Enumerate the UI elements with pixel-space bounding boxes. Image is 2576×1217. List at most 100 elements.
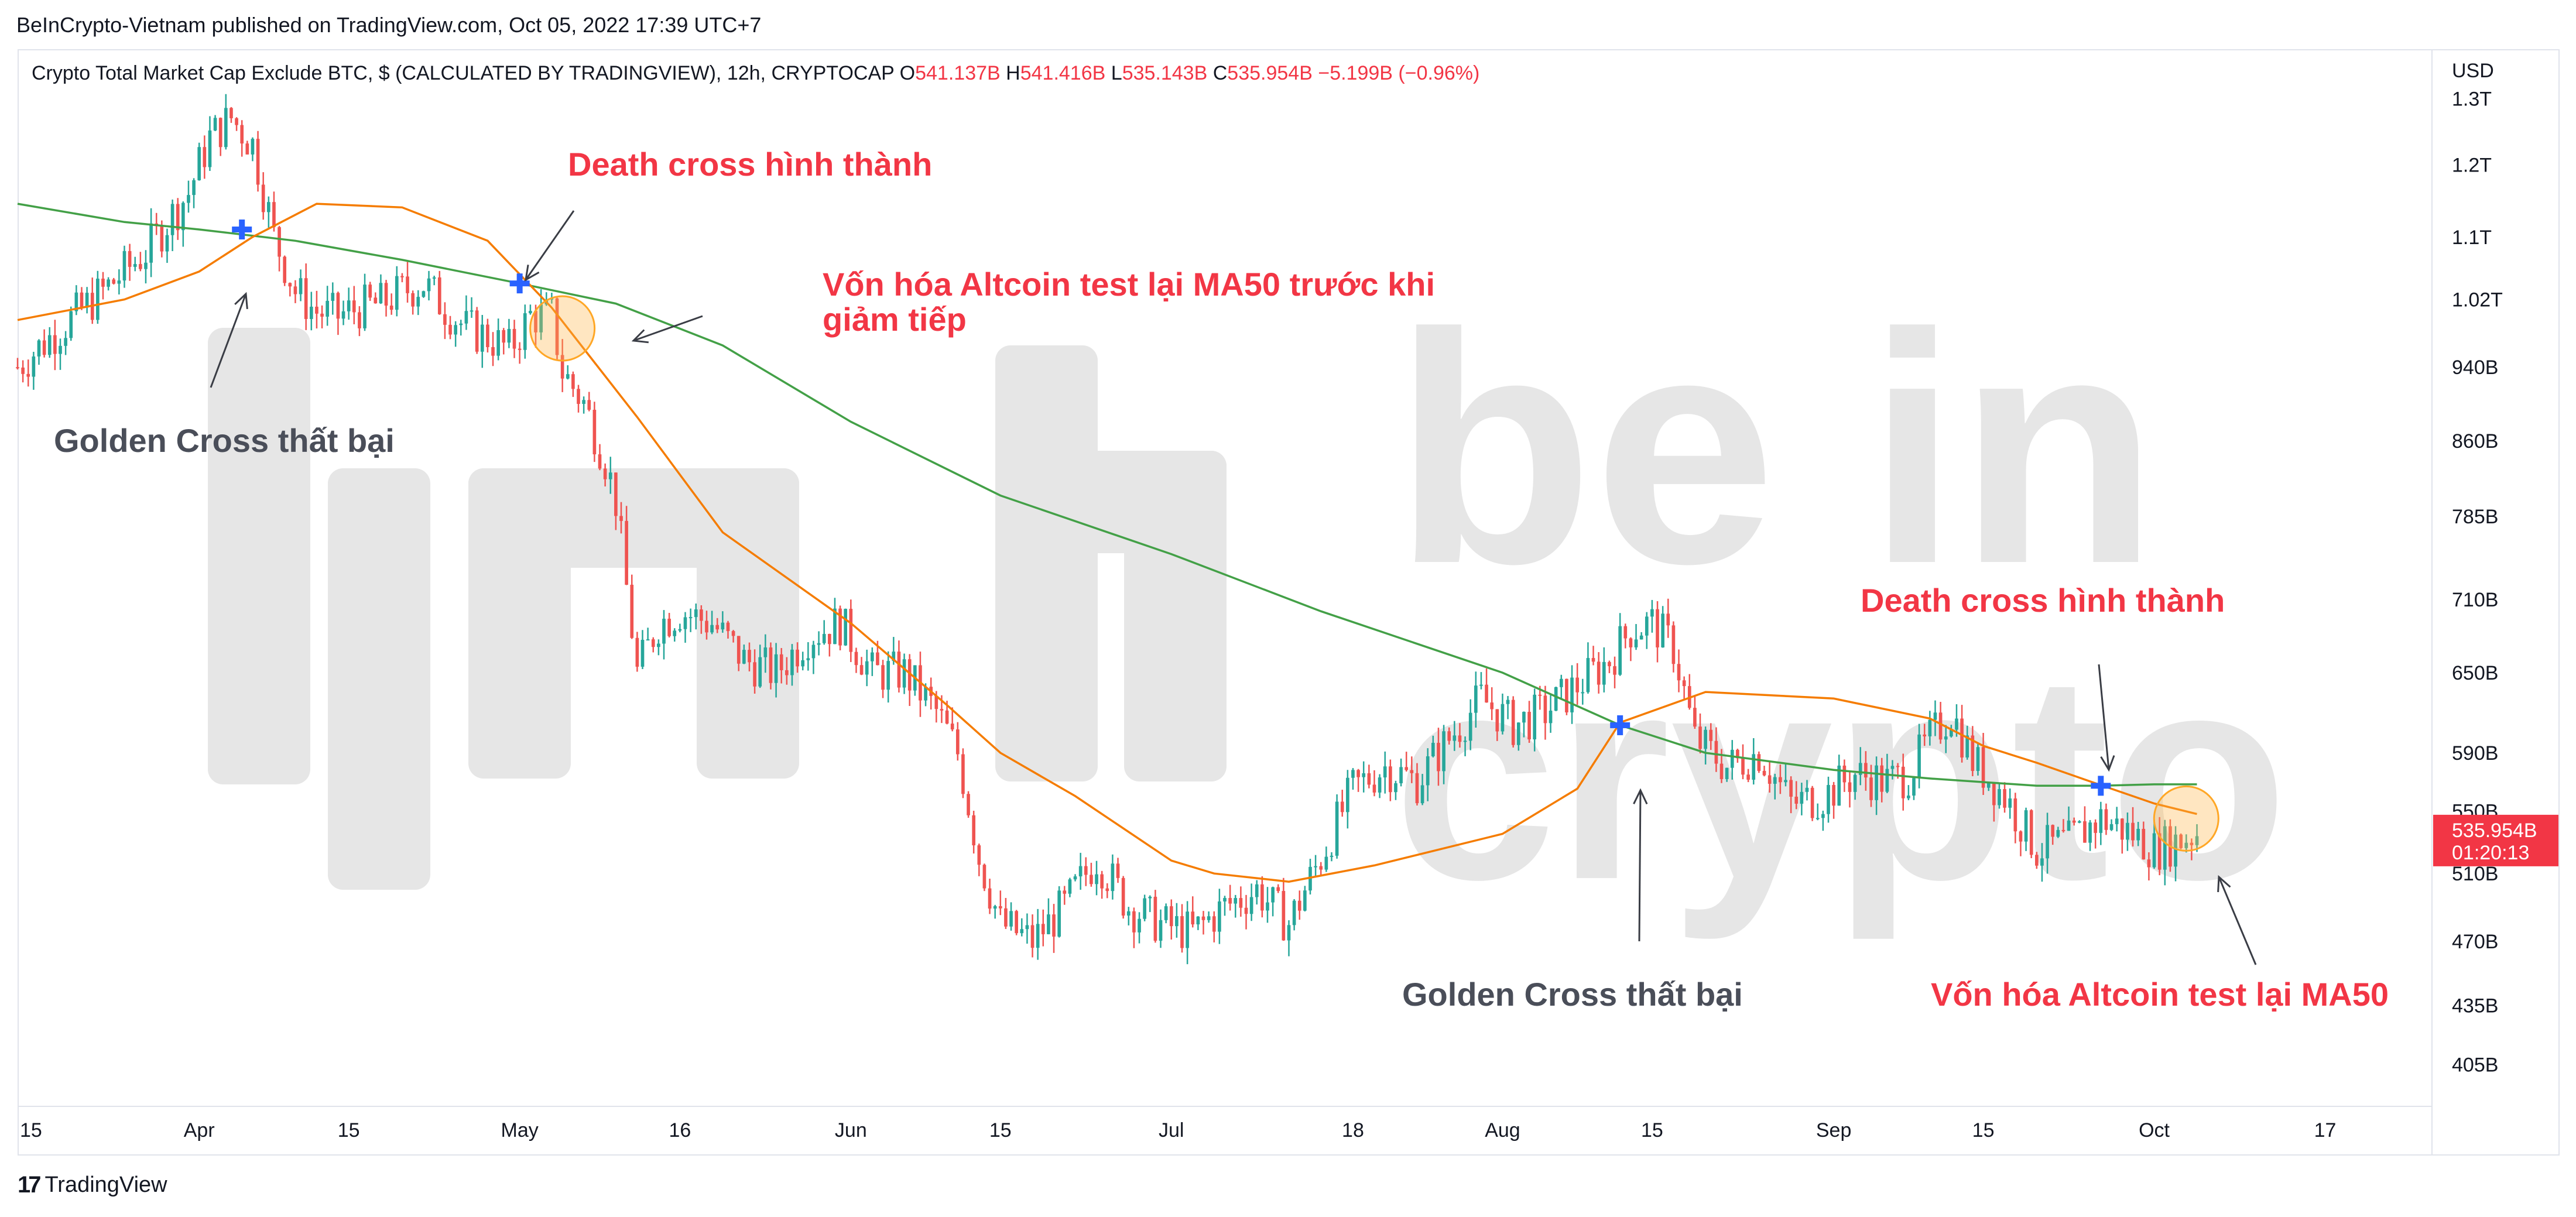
candle [374,292,378,304]
candle [678,623,682,633]
x-tick-label: 15 [20,1119,42,1141]
candle-body [1832,784,1835,806]
candle-body [2115,818,2119,824]
candle-body [1992,783,1996,805]
candle [1164,903,1168,924]
candle-body [1842,765,1847,783]
candle-body [2157,833,2161,870]
candle [133,256,137,272]
candle [422,290,426,298]
candle [849,599,853,663]
candle [1618,613,1622,676]
candle [21,360,25,383]
candle [796,642,799,673]
candle [577,385,580,413]
y-tick-label: 1.2T [2452,155,2492,177]
candle [1559,674,1563,700]
candle-body [1827,784,1830,814]
candle [400,273,404,283]
candle [1453,721,1457,751]
candle [1944,725,1948,753]
candle [1901,753,1905,811]
candle-body [139,264,142,269]
tradingview-logo[interactable]: 17 TradingView [18,1172,167,1198]
candle-body [1458,735,1462,742]
candle [1634,624,1638,650]
candle [907,654,912,706]
candle-body [2061,829,2065,831]
candle [1212,911,1216,942]
candle-body [2088,822,2092,843]
y-tick-label: 405B [2452,1054,2498,1076]
candle [1041,909,1045,947]
x-tick-label: Jun [835,1119,867,1141]
candle-body [1495,709,1499,732]
candle [587,392,591,412]
candle-body [811,645,816,659]
candle-body [1474,685,1478,713]
candle-body [1522,712,1526,723]
candle-body [1719,763,1724,779]
candle-body [165,235,169,252]
candle [1063,886,1067,905]
candle [1736,748,1739,763]
candle-body [2184,842,2188,848]
y-tick-label: 710B [2452,589,2498,611]
candle [2131,807,2135,847]
candle-body [1677,664,1681,681]
candle-body [763,647,768,657]
candle [176,198,180,240]
candle [1950,725,1953,738]
candle [1405,752,1409,772]
candle-body [967,794,970,815]
candle-body [1623,626,1628,639]
candle-body [1180,916,1184,948]
candle [715,618,720,633]
candle-body [822,633,826,643]
candle [1153,890,1157,943]
candle-body [1971,735,1975,771]
candle-body [1223,898,1227,901]
candle [614,472,618,530]
candle [811,640,816,674]
candle [1399,758,1403,787]
candle [1960,705,1964,763]
candle [443,302,447,340]
candle-body [742,650,746,664]
candle-body [1928,719,1932,736]
candle [85,287,89,314]
arrow-shaft [2098,664,2110,770]
candle-body [678,629,682,631]
candle [625,506,628,585]
candle-body [2008,798,2012,808]
candle [2184,834,2188,853]
candle-body [1485,684,1488,703]
candle-body [1047,914,1050,934]
chart-frame[interactable] [18,49,2560,1156]
candle [309,292,313,331]
candle [1389,759,1392,801]
candle-body [555,298,559,355]
candle [1207,911,1211,923]
candle [454,321,457,347]
candle [1234,894,1238,918]
candle-body [224,108,228,148]
candle [1698,713,1702,754]
candle [1175,903,1179,938]
candle [1671,621,1676,673]
candle [1495,709,1499,741]
candle [64,331,67,355]
retest-circle [2153,785,2219,852]
candle [2088,820,2092,851]
candle [299,269,303,301]
candle-body [1933,712,1937,720]
candle-body [1650,609,1654,617]
candle [2174,826,2177,882]
candle-body [1656,609,1659,647]
currency-label: USD [2452,60,2494,82]
candle [1485,668,1488,703]
annotation-text: Vốn hóa Altcoin test lại MA50 trước khi [823,266,1435,303]
candle [1057,886,1061,938]
candle [203,135,207,179]
